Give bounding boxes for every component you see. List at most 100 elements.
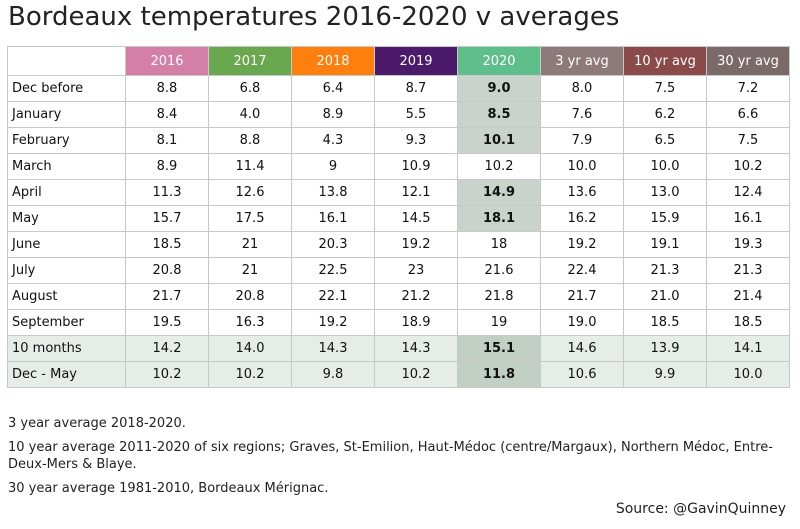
table-cell: 19.2 xyxy=(374,231,458,258)
table-cell: 21.0 xyxy=(623,283,707,310)
summary-row: Dec - May 10.2 10.2 9.8 10.2 11.8 10.6 9.9 10.0 xyxy=(7,361,790,388)
table-cell: 19.1 xyxy=(623,231,707,258)
row-label: September xyxy=(7,309,126,336)
header-corner xyxy=(7,46,126,76)
table-cell: 14.1 xyxy=(706,335,790,362)
table-cell: 14.2 xyxy=(125,335,209,362)
table-cell: 9.9 xyxy=(623,361,707,388)
column-header-2016: 2016 xyxy=(125,46,209,76)
row-label: May xyxy=(7,205,126,232)
table-cell: 16.2 xyxy=(540,205,624,232)
row-label: March xyxy=(7,153,126,180)
table-cell: 5.5 xyxy=(374,101,458,128)
row-label: April xyxy=(7,179,126,206)
table-cell: 14.3 xyxy=(291,335,375,362)
chart-title: Bordeaux temperatures 2016-2020 v averag… xyxy=(8,2,620,32)
table-cell: 7.9 xyxy=(540,127,624,154)
table-row: Dec before 8.8 6.8 6.4 8.7 9.0 8.0 7.5 7.2 xyxy=(7,75,790,102)
table-cell: 19.5 xyxy=(125,309,209,336)
table-cell: 7.6 xyxy=(540,101,624,128)
column-header-2018: 2018 xyxy=(291,46,375,76)
table-cell: 8.7 xyxy=(374,75,458,102)
table-cell: 21.2 xyxy=(374,283,458,310)
table-cell: 4.3 xyxy=(291,127,375,154)
table-cell: 12.1 xyxy=(374,179,458,206)
table-cell: 7.5 xyxy=(623,75,707,102)
table-cell: 13.8 xyxy=(291,179,375,206)
source-credit: Source: @GavinQuinney xyxy=(615,501,786,517)
table-cell: 14.6 xyxy=(540,335,624,362)
table-cell: 21.7 xyxy=(540,283,624,310)
table-cell: 8.8 xyxy=(125,75,209,102)
table-cell: 19 xyxy=(457,309,541,336)
table-cell: 12.4 xyxy=(706,179,790,206)
table-cell: 15.9 xyxy=(623,205,707,232)
table-cell: 20.8 xyxy=(208,283,292,310)
footnotes: 3 year average 2018-2020. 10 year averag… xyxy=(8,415,798,504)
table-cell: 19.2 xyxy=(291,309,375,336)
row-label: July xyxy=(7,257,126,284)
table-cell: 9.8 xyxy=(291,361,375,388)
table-cell: 10.0 xyxy=(540,153,624,180)
column-header-30-yr-avg: 30 yr avg xyxy=(706,46,790,76)
table-cell: 18 xyxy=(457,231,541,258)
table-cell: 10.6 xyxy=(540,361,624,388)
column-header-10-yr-avg: 10 yr avg xyxy=(623,46,707,76)
table-cell: 21.3 xyxy=(623,257,707,284)
column-header-2019: 2019 xyxy=(374,46,458,76)
table-cell: 14.9 xyxy=(457,179,541,206)
table-row: January 8.4 4.0 8.9 5.5 8.5 7.6 6.2 6.6 xyxy=(7,101,790,128)
table-cell: 18.1 xyxy=(457,205,541,232)
summary-row: 10 months 14.2 14.0 14.3 14.3 15.1 14.6 13.9 14.… xyxy=(7,335,790,362)
table-cell: 21.8 xyxy=(457,283,541,310)
table-cell: 4.0 xyxy=(208,101,292,128)
table-cell: 10.1 xyxy=(457,127,541,154)
table-cell: 6.4 xyxy=(291,75,375,102)
table-cell: 18.5 xyxy=(706,309,790,336)
table-body: Dec before 8.8 6.8 6.4 8.7 9.0 8.0 7.5 7.2 Januar… xyxy=(7,75,790,388)
table-cell: 15.1 xyxy=(457,335,541,362)
temperature-table: 2016 2017 2018 2019 2020 3 yr avg 10 yr avg 30 … xyxy=(7,46,790,388)
table-cell: 8.1 xyxy=(125,127,209,154)
table-cell: 10.2 xyxy=(125,361,209,388)
table-cell: 23 xyxy=(374,257,458,284)
table-cell: 9.0 xyxy=(457,75,541,102)
table-cell: 13.9 xyxy=(623,335,707,362)
table-cell: 6.8 xyxy=(208,75,292,102)
table-cell: 18.5 xyxy=(623,309,707,336)
column-header-2020: 2020 xyxy=(457,46,541,76)
column-header-2017: 2017 xyxy=(208,46,292,76)
table-cell: 16.3 xyxy=(208,309,292,336)
table-cell: 7.5 xyxy=(706,127,790,154)
note-3yr: 3 year average 2018-2020. xyxy=(8,416,186,431)
table-cell: 8.4 xyxy=(125,101,209,128)
row-label: June xyxy=(7,231,126,258)
table-row: June 18.5 21 20.3 19.2 18 19.2 19.1 19.3 xyxy=(7,231,790,258)
table-cell: 18.5 xyxy=(125,231,209,258)
table-cell: 19.3 xyxy=(706,231,790,258)
table-cell: 10.2 xyxy=(374,361,458,388)
table-cell: 6.5 xyxy=(623,127,707,154)
table-cell: 8.5 xyxy=(457,101,541,128)
table-cell: 21.6 xyxy=(457,257,541,284)
column-header-3-yr-avg: 3 yr avg xyxy=(540,46,624,76)
row-label: Dec before xyxy=(7,75,126,102)
table-row: April 11.3 12.6 13.8 12.1 14.9 13.6 13.0 12.4 xyxy=(7,179,790,206)
table-cell: 21 xyxy=(208,231,292,258)
table-cell: 22.4 xyxy=(540,257,624,284)
table-cell: 10.2 xyxy=(706,153,790,180)
row-label: February xyxy=(7,127,126,154)
table-cell: 8.9 xyxy=(125,153,209,180)
header-row: 2016 2017 2018 2019 2020 3 yr avg 10 yr avg 30 … xyxy=(7,46,790,76)
table-cell: 8.9 xyxy=(291,101,375,128)
table-cell: 21.4 xyxy=(706,283,790,310)
table-cell: 13.0 xyxy=(623,179,707,206)
table-cell: 10.9 xyxy=(374,153,458,180)
table-cell: 8.0 xyxy=(540,75,624,102)
table-cell: 19.2 xyxy=(540,231,624,258)
table-cell: 11.8 xyxy=(457,361,541,388)
table-cell: 7.2 xyxy=(706,75,790,102)
table-cell: 15.7 xyxy=(125,205,209,232)
table-cell: 14.5 xyxy=(374,205,458,232)
table-row: September 19.5 16.3 19.2 18.9 19 19.0 18.5 18.5 xyxy=(7,309,790,336)
